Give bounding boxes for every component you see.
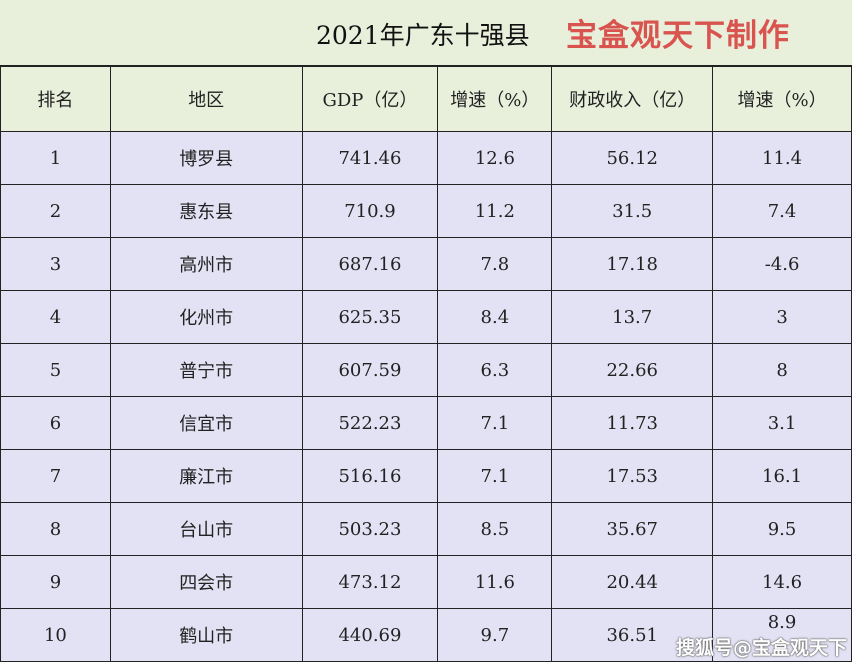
- table-cell: 4: [0, 290, 111, 344]
- table-cell: 9.7: [437, 608, 553, 662]
- title-bar: 2021年广东十强县 宝盒观天下制作: [0, 0, 852, 66]
- table-title: 2021年广东十强县: [316, 21, 530, 50]
- table-cell: 17.53: [551, 449, 714, 503]
- table-row: 9 四会市 473.12 11.6 20.44 14.6: [0, 555, 852, 609]
- table-cell: 10: [0, 608, 111, 662]
- table-cell: 516.16: [301, 449, 439, 503]
- table-cell: 741.46: [301, 131, 439, 185]
- table-cell: 8.5: [437, 502, 553, 556]
- table-row: 3 高州市 687.16 7.8 17.18 -4.6: [0, 237, 852, 291]
- table-cell: 3: [0, 237, 111, 291]
- table-row: 2 惠东县 710.9 11.2 31.5 7.4: [0, 184, 852, 238]
- column-header: GDP（亿）: [301, 66, 439, 132]
- table-row: 7 廉江市 516.16 7.1 17.53 16.1: [0, 449, 852, 503]
- table-cell: -4.6: [712, 237, 852, 291]
- table-cell: 16.1: [712, 449, 852, 503]
- table-cell: 31.5: [551, 184, 714, 238]
- table-cell: 710.9: [301, 184, 439, 238]
- table-cell: 5: [0, 343, 111, 397]
- table-cell: 四会市: [109, 555, 303, 609]
- table-cell: 博罗县: [109, 131, 303, 185]
- table-cell: 鹤山市: [109, 608, 303, 662]
- table-cell: 12.6: [437, 131, 553, 185]
- table-cell: 信宜市: [109, 396, 303, 450]
- table-cell: 9.5: [712, 502, 852, 556]
- table-cell: 6.3: [437, 343, 553, 397]
- table-cell: 7.1: [437, 449, 553, 503]
- table-cell: 8.9: [712, 608, 852, 662]
- table-cell: 廉江市: [109, 449, 303, 503]
- watermark: 搜狐号@宝盒观天下: [676, 637, 848, 659]
- column-header: 地区: [109, 66, 303, 132]
- table-row: 8 台山市 503.23 8.5 35.67 9.5: [0, 502, 852, 556]
- table-row: 10 鹤山市 440.69 9.7 36.51 8.9: [0, 608, 852, 662]
- table-cell: 36.51: [551, 608, 714, 662]
- table-cell: 440.69: [301, 608, 439, 662]
- table-cell: 惠东县: [109, 184, 303, 238]
- table-row: 5 普宁市 607.59 6.3 22.66 8: [0, 343, 852, 397]
- gdp-table: 排名 地区 GDP（亿） 增速（%） 财政收入（亿） 增速（%） 1 博罗县 741.46 12…: [0, 66, 852, 662]
- table-cell: 台山市: [109, 502, 303, 556]
- table-cell: 22.66: [551, 343, 714, 397]
- column-header: 财政收入（亿）: [551, 66, 714, 132]
- table-cell: 6: [0, 396, 111, 450]
- table-cell: 503.23: [301, 502, 439, 556]
- table-cell: 7: [0, 449, 111, 503]
- table-row: 6 信宜市 522.23 7.1 11.73 3.1: [0, 396, 852, 450]
- table-cell: 607.59: [301, 343, 439, 397]
- column-header: 增速（%）: [712, 66, 852, 132]
- table-cell: 8: [0, 502, 111, 556]
- table-cell: 2: [0, 184, 111, 238]
- table-cell: 11.2: [437, 184, 553, 238]
- table-cell: 11.4: [712, 131, 852, 185]
- table-cell: 625.35: [301, 290, 439, 344]
- column-header: 增速（%）: [437, 66, 553, 132]
- table-cell: 20.44: [551, 555, 714, 609]
- table-cell: 8.4: [437, 290, 553, 344]
- table-cell: 化州市: [109, 290, 303, 344]
- table-cell: 7.8: [437, 237, 553, 291]
- table-cell: 17.18: [551, 237, 714, 291]
- table-cell: 3: [712, 290, 852, 344]
- table-cell: 7.1: [437, 396, 553, 450]
- table-cell: 11.6: [437, 555, 553, 609]
- table-cell: 7.4: [712, 184, 852, 238]
- table-cell: 3.1: [712, 396, 852, 450]
- table-cell: 473.12: [301, 555, 439, 609]
- table-cell: 11.73: [551, 396, 714, 450]
- table-cell: 高州市: [109, 237, 303, 291]
- table-cell: 522.23: [301, 396, 439, 450]
- column-header: 排名: [0, 66, 111, 132]
- header-row: 排名 地区 GDP（亿） 增速（%） 财政收入（亿） 增速（%）: [0, 66, 852, 132]
- table-row: 1 博罗县 741.46 12.6 56.12 11.4: [0, 131, 852, 185]
- table-cell: 普宁市: [109, 343, 303, 397]
- table-cell: 687.16: [301, 237, 439, 291]
- table-cell: 1: [0, 131, 111, 185]
- table-cell: 13.7: [551, 290, 714, 344]
- maker-label: 宝盒观天下制作: [566, 18, 790, 54]
- table-cell: 35.67: [551, 502, 714, 556]
- table-row: 4 化州市 625.35 8.4 13.7 3: [0, 290, 852, 344]
- table-cell: 56.12: [551, 131, 714, 185]
- table-cell: 9: [0, 555, 111, 609]
- table-cell: 8: [712, 343, 852, 397]
- table-cell: 14.6: [712, 555, 852, 609]
